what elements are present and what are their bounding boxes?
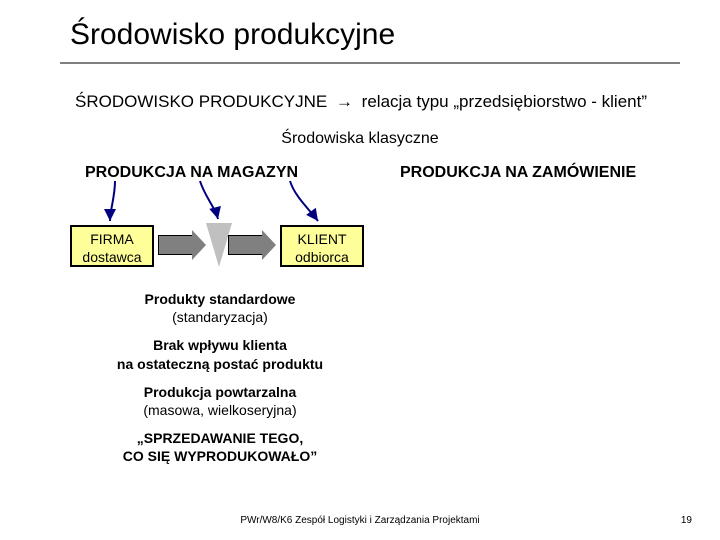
bullet-2-bold-a: Brak wpływu klienta <box>153 337 287 353</box>
bullet-1-bold: Produkty standardowe <box>145 291 296 307</box>
slide: Środowisko produkcyjne ŚRODOWISKO PRODUK… <box>0 0 720 540</box>
bullet-1-sub: (standaryzacja) <box>172 309 268 325</box>
bullet-4-line-a: „SPRZEDAWANIE TEGO, <box>137 430 303 446</box>
footer-text: PWr/W8/K6 Zespół Logistyki i Zarządzania… <box>0 515 720 526</box>
bullet-3-bold: Produkcja powtarzalna <box>144 384 296 400</box>
bullet-2: Brak wpływu klienta na ostateczną postać… <box>70 336 370 372</box>
node-klient-line1: KLIENT <box>282 231 362 249</box>
subtitle-line: ŚRODOWISKO PRODUKCYJNE → relacja typu „p… <box>75 92 647 112</box>
slide-title: Środowisko produkcyjne <box>70 18 395 52</box>
node-klient-line2: odbiorca <box>282 249 362 267</box>
bullet-1: Produkty standardowe (standaryzacja) <box>70 290 370 326</box>
bullet-2-bold-b: na ostateczną postać produktu <box>117 356 323 372</box>
node-klient: KLIENT odbiorca <box>280 225 364 267</box>
bullet-4-line-b: CO SIĘ WYPRODUKOWAŁO” <box>123 448 317 464</box>
heading-right: PRODUKCJA NA ZAMÓWIENIE <box>400 164 636 182</box>
subtitle-part-a: ŚRODOWISKO PRODUKCYJNE <box>75 92 327 111</box>
bullet-3-sub: (masowa, wielkoseryjna) <box>143 402 296 418</box>
node-firma-line2: dostawca <box>72 249 152 267</box>
subtitle-part-b: relacja typu „przedsiębiorstwo - klient” <box>362 92 647 111</box>
title-underline <box>60 62 680 64</box>
bullet-list: Produkty standardowe (standaryzacja) Bra… <box>70 290 370 476</box>
flow-diagram: FIRMA dostawca KLIENT odbiorca <box>60 185 380 285</box>
page-number: 19 <box>681 515 692 526</box>
section-heading: Środowiska klasyczne <box>0 130 720 148</box>
bullet-4: „SPRZEDAWANIE TEGO, CO SIĘ WYPRODUKOWAŁO… <box>70 429 370 465</box>
arrow-right-icon: → <box>332 92 357 111</box>
node-firma-line1: FIRMA <box>72 231 152 249</box>
node-firma: FIRMA dostawca <box>70 225 154 267</box>
heading-left: PRODUKCJA NA MAGAZYN <box>85 164 298 182</box>
bullet-3: Produkcja powtarzalna (masowa, wielkoser… <box>70 383 370 419</box>
